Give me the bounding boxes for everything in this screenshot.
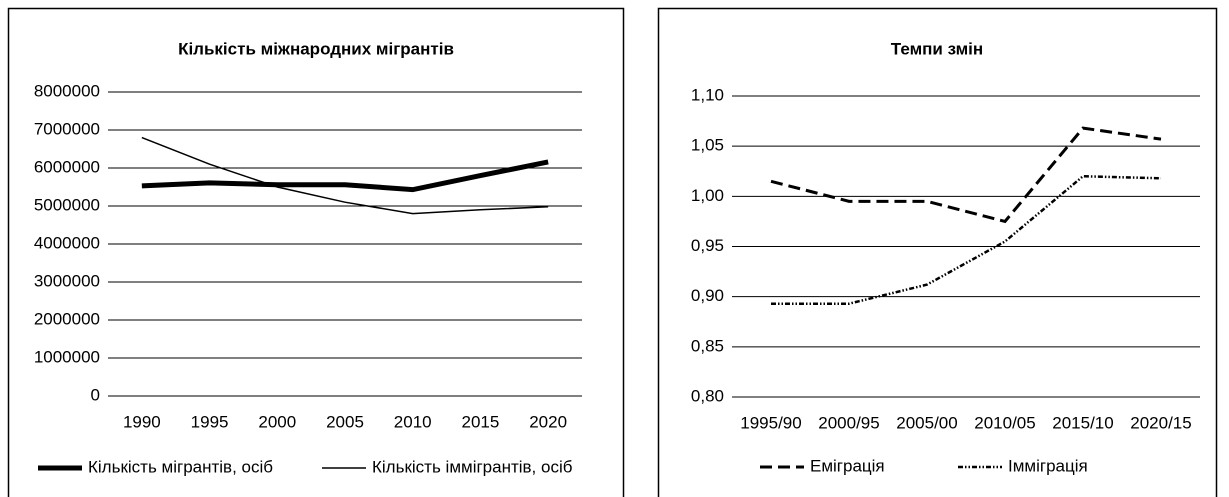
y-tick-label: 1,10 <box>691 85 724 104</box>
legend-label: Імміграція <box>1008 456 1088 475</box>
x-tick-label: 2010/05 <box>974 413 1035 432</box>
x-tick-label: 2020/15 <box>1130 413 1191 432</box>
x-tick-label: 2000 <box>258 412 296 431</box>
y-tick-label: 3000000 <box>34 271 100 290</box>
x-tick-label: 1990 <box>123 412 161 431</box>
x-tick-label: 2015/10 <box>1052 413 1113 432</box>
legend-label: Кількість іммігрантів, осіб <box>372 457 573 476</box>
x-tick-label: 2015 <box>462 412 500 431</box>
chart-frame <box>7 7 625 497</box>
y-tick-label: 8000000 <box>34 81 100 100</box>
x-tick-label: 2005/00 <box>896 413 957 432</box>
y-tick-label: 0,80 <box>691 386 724 405</box>
x-tick-label: 1995 <box>191 412 229 431</box>
x-tick-label: 1995/90 <box>740 413 801 432</box>
y-tick-label: 1,05 <box>691 136 724 155</box>
chart-title: Кількість міжнародних мігрантів <box>178 39 454 58</box>
data-line <box>770 126 1162 224</box>
legend-label: Кількість мігрантів, осіб <box>88 457 273 476</box>
y-tick-label: 0,90 <box>691 286 724 305</box>
chart-frame <box>657 7 1218 497</box>
data-line <box>141 159 549 193</box>
y-tick-label: 7000000 <box>34 119 100 138</box>
y-tick-label: 1,00 <box>691 186 724 205</box>
x-tick-label: 2000/95 <box>818 413 879 432</box>
y-tick-label: 5000000 <box>34 195 100 214</box>
x-tick-label: 2010 <box>394 412 432 431</box>
x-tick-label: 2020 <box>529 412 567 431</box>
y-tick-label: 0 <box>91 385 100 404</box>
y-tick-label: 1000000 <box>34 347 100 366</box>
y-tick-label: 0,85 <box>691 336 724 355</box>
y-tick-label: 2000000 <box>34 309 100 328</box>
y-tick-label: 0,95 <box>691 236 724 255</box>
y-tick-label: 4000000 <box>34 233 100 252</box>
y-tick-label: 6000000 <box>34 157 100 176</box>
legend-label: Еміграція <box>810 456 885 475</box>
x-tick-label: 2005 <box>326 412 364 431</box>
chart-title: Темпи змін <box>891 39 983 58</box>
data-line <box>141 136 549 215</box>
